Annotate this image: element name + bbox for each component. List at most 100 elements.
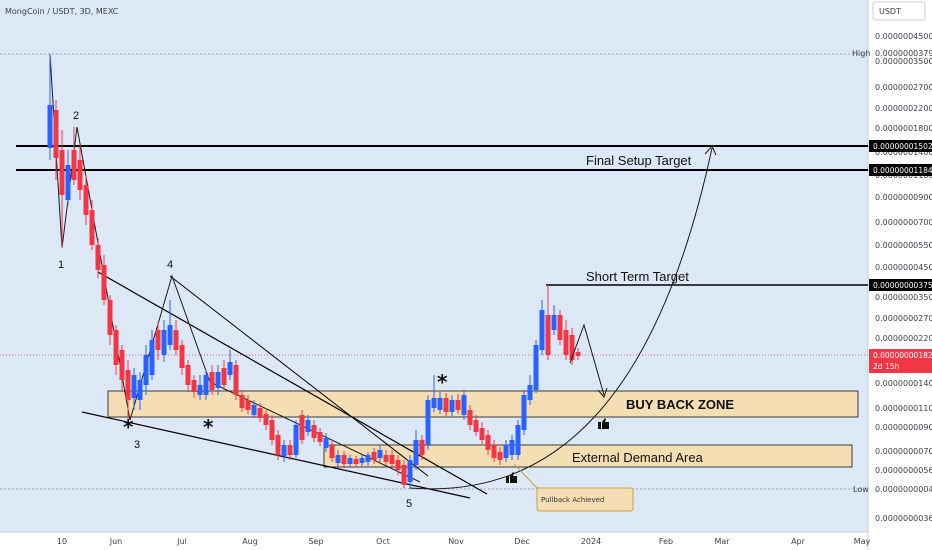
candle-body [515, 425, 521, 455]
time-axis-ticks: 10 Jun Jul Aug Sep Oct Nov Dec 2024 Feb Mar Apr May [57, 537, 871, 546]
wave-5-label: 5 [406, 498, 412, 510]
candle-body [149, 340, 155, 375]
price-tick-label: 0.0000000056000 [875, 466, 932, 475]
high-label: High [852, 49, 870, 58]
price-tick-label: 0.0000002700000 [875, 83, 932, 92]
candle-body [575, 352, 581, 356]
candle-body [215, 372, 221, 388]
price-tick-label: 0.0000000350000 [875, 293, 932, 302]
candle-body [65, 165, 71, 200]
candle-body [323, 438, 329, 448]
badge-current-price [869, 349, 932, 373]
candle-body [251, 405, 257, 415]
price-tick-label: 0.0000003500000 [875, 57, 932, 66]
badge-short-target [869, 279, 932, 291]
candle-body [365, 455, 371, 462]
badge-final-target [869, 140, 932, 152]
candle-body [431, 398, 437, 408]
candle-body [221, 368, 227, 385]
price-axis-bg[interactable] [868, 0, 932, 550]
badge-second-target-text: 0.0000000118467 [873, 166, 932, 175]
candles [47, 54, 581, 489]
candle-body [227, 362, 233, 375]
time-tick-label: Apr [791, 537, 806, 546]
low-label: Low [853, 485, 869, 494]
price-tick-label: 0.0000000036500 [875, 514, 932, 523]
price-tick-label: 0.0000000450000 [875, 263, 932, 272]
candle-body [131, 375, 137, 398]
wave-2-label: 2 [73, 110, 79, 122]
candle-body [173, 330, 179, 350]
symbol-header: MongCoin / USDT, 3D, MEXC [5, 7, 119, 16]
price-tick-label: 0.0000000070000 [875, 447, 932, 456]
candle-body [275, 435, 281, 455]
badge-short-target-text: 0.0000000037520 [873, 281, 932, 290]
thumbs-up-icon-2 [506, 472, 517, 483]
pullback-label: Pullback Achieved [541, 496, 604, 504]
price-tick-label: 0.0000001400000 [875, 148, 932, 157]
time-tick-label: Dec [514, 537, 529, 546]
time-tick-label: Jul [176, 537, 187, 546]
price-tick-label: 0.0000000110000 [875, 404, 932, 413]
high-value: 0.0000000379982 [875, 49, 932, 58]
candle-body [557, 315, 563, 340]
candle-body [527, 385, 533, 400]
time-axis-bg[interactable] [0, 532, 868, 550]
wave-4-label: 4 [167, 259, 173, 271]
price-tick-label: 0.0000000140000 [875, 379, 932, 388]
candle-body [143, 355, 149, 385]
star-marker-1: * [123, 415, 134, 439]
candle-body [443, 398, 449, 412]
candle-body [539, 310, 545, 350]
candle-body [359, 458, 365, 463]
candle-body [551, 315, 557, 330]
countdown-text: 2d 15h [873, 362, 899, 371]
candle-body [119, 350, 125, 380]
candle-body [77, 160, 83, 190]
candle-body [479, 428, 485, 440]
candle-body [233, 365, 239, 395]
final-target-label: Final Setup Target [586, 153, 692, 168]
wave-1-label: 1 [58, 259, 64, 271]
currency-button-label: USDT [879, 7, 901, 16]
currency-button[interactable] [872, 1, 926, 21]
time-tick-label: 10 [57, 537, 67, 546]
time-tick-label: Oct [376, 537, 390, 546]
external-demand-zone [323, 444, 853, 468]
candle-body [455, 400, 461, 410]
candle-body [437, 398, 443, 410]
buy-back-zone-label: BUY BACK ZONE [626, 397, 734, 412]
candle-body [473, 420, 479, 432]
candle-body [161, 330, 167, 355]
candle-body [353, 459, 359, 464]
low-value: 0.0000000004846 [875, 485, 932, 494]
candle-body [533, 345, 539, 390]
candle-body [347, 458, 353, 464]
short-path-arrow [597, 387, 608, 398]
candle-body [341, 455, 347, 464]
candle-body [53, 110, 59, 158]
pullback-callout [536, 487, 634, 512]
wave-3-label: 3 [134, 439, 140, 451]
candle-body [509, 440, 515, 455]
candle-body [497, 452, 503, 460]
price-tick-label: 0.0000000090000 [875, 423, 932, 432]
candle-body [305, 420, 311, 432]
candle-body [395, 460, 401, 470]
price-tick-label: 0.0000000700000 [875, 218, 932, 227]
time-tick-label: Sep [308, 537, 323, 546]
current-price-text: 0.0000000018241 [873, 351, 932, 360]
plot-area[interactable] [0, 0, 868, 532]
candle-body [377, 450, 383, 458]
time-tick-label: Aug [242, 537, 258, 546]
candle-body [407, 460, 413, 482]
time-tick-label: Nov [448, 537, 464, 546]
candle-body [299, 415, 305, 440]
price-tick-label: 0.0000004500000 [875, 32, 932, 41]
candle-body [101, 265, 107, 300]
candle-body [563, 330, 569, 355]
candle-body [125, 370, 131, 400]
price-tick-label: 0.0000001800000 [875, 124, 932, 133]
candle-body [47, 105, 53, 148]
